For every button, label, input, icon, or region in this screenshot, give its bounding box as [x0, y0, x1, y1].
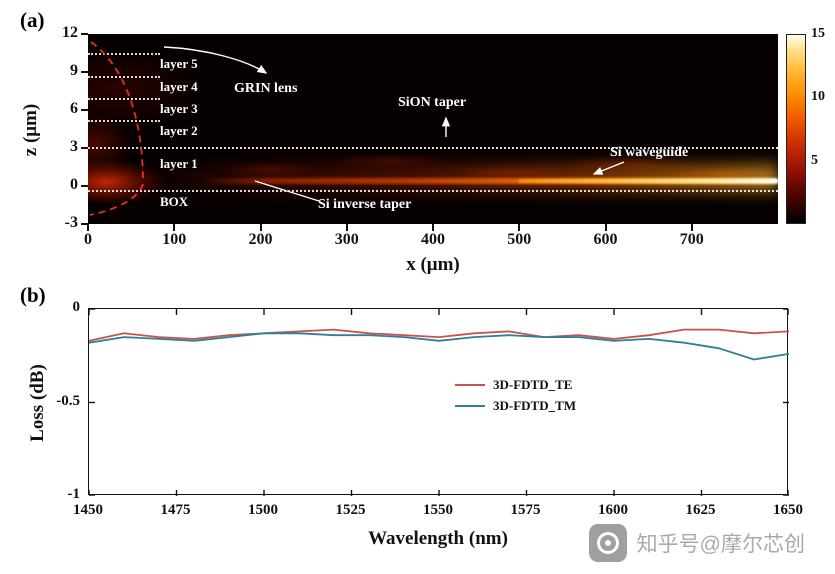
- watermark: 知乎号@摩尔芯创: [588, 524, 805, 562]
- panel-a-x-tick-mark: [259, 224, 262, 231]
- loss-chart-svg: [89, 309, 789, 496]
- panel-b-label: (b): [20, 283, 46, 307]
- panel-b-x-axis-label: Wavelength (nm): [368, 528, 508, 549]
- panel-a-x-tick-label: 0: [84, 231, 92, 248]
- watermark-text: 知乎号@摩尔芯创: [636, 533, 805, 556]
- panel-a-x-axis-label: x (μm): [406, 254, 460, 275]
- panel-b-y-tick-label: -1: [67, 486, 81, 502]
- panel-a-x-tick-label: 500: [507, 231, 532, 248]
- panel-b-x-tick-label: 1475: [160, 502, 191, 518]
- box-boundary-line: [88, 190, 778, 192]
- layer-boundary-line: [88, 98, 160, 100]
- sion-taper-label: SiON taper: [398, 95, 467, 110]
- panel-a-x-tick-mark: [87, 224, 89, 231]
- legend-item-te: 3D-FDTD_TE: [455, 377, 576, 393]
- legend-label-te: 3D-FDTD_TE: [493, 377, 573, 392]
- panel-a-x-tick-mark: [345, 224, 348, 231]
- panel-b-x-tick-label: 1650: [773, 502, 803, 518]
- legend-item-tm: 3D-FDTD_TM: [455, 398, 576, 414]
- panel-a-label: (a): [20, 8, 45, 32]
- panel-a-y-tick-label: 9: [70, 62, 78, 79]
- panel-b-y-tick-label: 0: [72, 299, 81, 315]
- panel-b-x-tick-label: 1500: [248, 502, 278, 518]
- panel-b-x-tick-label: 1575: [510, 502, 541, 518]
- panel-b-x-tick-label: 1625: [685, 502, 716, 518]
- panel-a-x-tick-label: 100: [162, 231, 187, 248]
- panel-a-x-tick-label: 300: [334, 231, 359, 248]
- layer-boundary-line: [88, 76, 160, 78]
- panel-a-y-tick-mark: [81, 147, 88, 149]
- legend-label-tm: 3D-FDTD_TM: [493, 398, 577, 413]
- legend-swatch-tm: [455, 405, 485, 407]
- box-label: BOX: [160, 194, 189, 209]
- panel-a-y-tick-label: 6: [70, 100, 78, 117]
- panel-b-x-tick-label: 1450: [73, 502, 103, 518]
- panel-a-x-tick-mark: [690, 224, 693, 231]
- colorbar-tick-label: 10: [811, 89, 825, 105]
- panel-a-y-tick-label: -3: [64, 214, 78, 231]
- panel-b-x-tick-label: 1525: [335, 502, 366, 518]
- si-waveguide-label: Si waveguide: [610, 145, 689, 160]
- layer-boundary-line: [88, 53, 160, 55]
- layer-1-label: layer 1: [160, 156, 198, 171]
- loss-series-tm: [89, 332, 789, 361]
- colorbar-tick-label: 5: [811, 152, 818, 168]
- panel-b-x-tick-label: 1600: [598, 502, 628, 518]
- panel-a-x-tick-mark: [604, 224, 607, 231]
- panel-a-x-tick-label: 600: [593, 231, 618, 248]
- panel-a-y-tick-label: 3: [70, 138, 78, 155]
- waveguide-mode-hotspot: [518, 179, 778, 183]
- panel-a-x-tick-mark: [518, 224, 521, 231]
- field-intensity-heatmap: layer 5 layer 4 layer 3 layer 2 layer 1 …: [88, 34, 778, 224]
- layer-4-label: layer 4: [160, 79, 198, 94]
- layer-5-label: layer 5: [160, 56, 198, 71]
- colorbar: [786, 34, 806, 224]
- panel-a-y-tick-mark: [81, 185, 88, 187]
- watermark-logo-icon: [588, 524, 627, 562]
- cladding-boundary-line: [88, 147, 778, 149]
- legend-swatch-te: [455, 384, 485, 386]
- panel-a-x-tick-mark: [432, 224, 434, 231]
- panel-a-y-tick-mark: [81, 33, 88, 35]
- loss-chart-frame: 3D-FDTD_TE 3D-FDTD_TM: [88, 308, 789, 496]
- panel-b-y-tick-label: -0.5: [56, 392, 80, 409]
- panel-a-x-tick-label: 700: [679, 231, 704, 248]
- panel-a-x-tick-mark: [173, 224, 176, 231]
- panel-a-y-tick-label: 12: [62, 24, 78, 41]
- panel-a-y-tick-label: 0: [70, 176, 78, 193]
- panel-a-x-tick-label: 400: [421, 231, 445, 248]
- grin-lens-label: GRIN lens: [234, 81, 298, 96]
- loss-series-te: [89, 328, 789, 342]
- si-inverse-taper-label: Si inverse taper: [318, 197, 412, 212]
- layer-2-label: layer 2: [160, 123, 198, 138]
- panel-a-y-tick-mark: [81, 71, 88, 73]
- layer-boundary-line: [88, 120, 160, 122]
- layer-3-label: layer 3: [160, 101, 198, 116]
- waveguide-mode-streak: [198, 178, 778, 184]
- panel-a-y-axis-label: z (μm): [20, 103, 41, 157]
- panel-a-x-tick-label: 200: [248, 231, 273, 248]
- panel-b-x-tick-label: 1550: [423, 502, 453, 518]
- colorbar-tick-label: 15: [811, 26, 825, 41]
- panel-a-y-tick-mark: [81, 109, 88, 111]
- chart-legend: 3D-FDTD_TE 3D-FDTD_TM: [455, 377, 576, 414]
- panel-a-y-tick-mark: [81, 223, 88, 225]
